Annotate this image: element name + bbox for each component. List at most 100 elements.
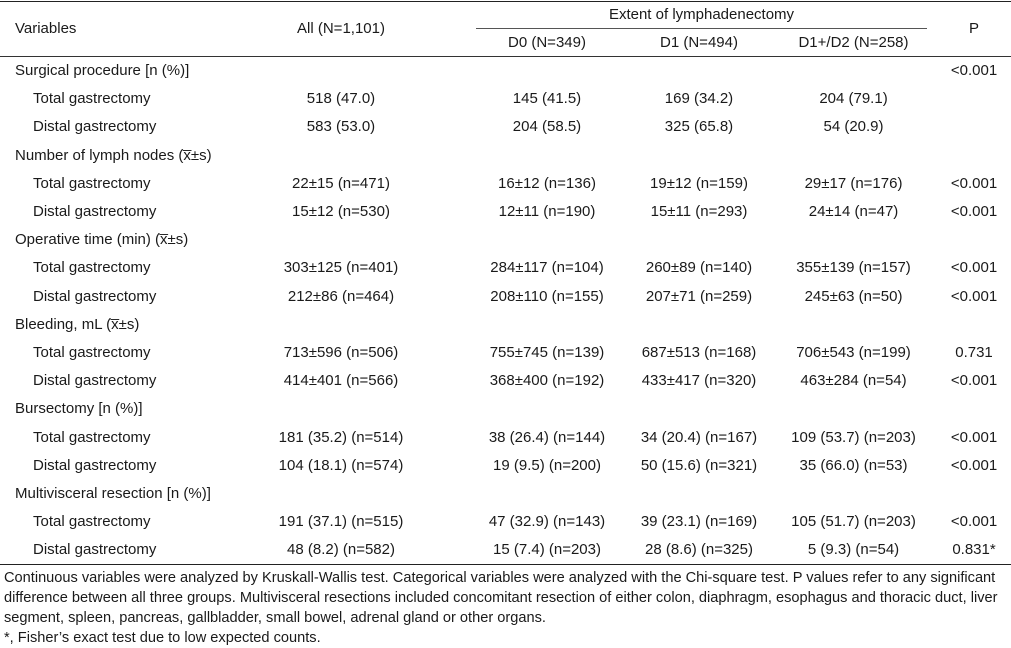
cell-d0: 755±745 (n=139) xyxy=(489,343,605,361)
cell-d1 xyxy=(612,395,776,423)
cell-all xyxy=(230,226,452,254)
footnote-methods: Continuous variables were analyzed by Kr… xyxy=(4,570,998,626)
cell-d0: 208±110 (n=155) xyxy=(490,287,604,305)
footnote-fisher: *, Fisher’s exact test due to low expect… xyxy=(4,630,321,646)
row-label: Distal gastrectomy xyxy=(33,541,157,559)
section-row: Surgical procedure [n (%)] <0.001 xyxy=(0,57,1011,86)
row-label: Bursectomy [n (%)] xyxy=(15,400,143,418)
cell-p: <0.001 xyxy=(950,372,998,390)
cell-p: <0.001 xyxy=(950,456,998,474)
header-d2: D1+/D2 (N=258) xyxy=(776,29,932,57)
cell-d1: 19±12 (n=159) xyxy=(650,174,748,192)
cell-d0 xyxy=(452,480,612,508)
row-label: Surgical procedure [n (%)] xyxy=(15,62,190,80)
row-label: Multivisceral resection [n (%)] xyxy=(15,484,211,502)
data-table: Variables All (N=1,101) Extent of lympha… xyxy=(0,1,1011,565)
cell-all: 15±12 (n=530) xyxy=(292,203,390,221)
cell-p xyxy=(931,113,1011,141)
cell-p: <0.001 xyxy=(950,203,998,221)
cell-d2 xyxy=(776,57,931,86)
cell-d0: 12±11 (n=190) xyxy=(498,203,596,221)
table-row: Total gastrectomy 181 (35.2) (n=514) 38 (2… xyxy=(0,423,1011,451)
cell-all: 181 (35.2) (n=514) xyxy=(278,428,404,446)
cell-p: 0.731 xyxy=(955,343,993,361)
cell-d0 xyxy=(452,142,612,170)
header-d0: D0 (N=349) xyxy=(452,29,612,57)
row-label: Total gastrectomy xyxy=(33,513,151,531)
cell-d0: 204 (58.5) xyxy=(512,118,582,136)
cell-all: 518 (47.0) xyxy=(306,90,376,108)
cell-d1: 34 (20.4) (n=167) xyxy=(640,428,758,446)
cell-all: 583 (53.0) xyxy=(306,118,376,136)
cell-d0: 284±117 (n=104) xyxy=(490,259,604,277)
cell-d2 xyxy=(776,142,931,170)
header-variables: Variables xyxy=(0,1,230,57)
table-row: Total gastrectomy 191 (37.1) (n=515) 47 (3… xyxy=(0,508,1011,536)
row-label: Total gastrectomy xyxy=(33,174,151,192)
cell-d1: 15±11 (n=293) xyxy=(650,203,748,221)
cell-d2 xyxy=(776,226,931,254)
cell-all: 22±15 (n=471) xyxy=(292,174,390,192)
cell-d1: 169 (34.2) xyxy=(664,90,734,108)
header-extent: Extent of lymphadenectomy xyxy=(452,2,931,29)
cell-d2: 29±17 (n=176) xyxy=(804,174,903,192)
cell-p: <0.001 xyxy=(950,513,998,531)
cell-p xyxy=(931,311,1011,339)
section-row: Number of lymph nodes (x̅±s) xyxy=(0,142,1011,170)
row-label: Distal gastrectomy xyxy=(33,287,157,305)
cell-all: 212±86 (n=464) xyxy=(287,287,395,305)
header-extent-label: Extent of lymphadenectomy xyxy=(476,2,928,29)
cell-d1: 687±513 (n=168) xyxy=(641,343,757,361)
table-row: Distal gastrectomy 414±401 (n=566) 368±400… xyxy=(0,367,1011,395)
cell-d1: 207±71 (n=259) xyxy=(645,287,753,305)
table-row: Distal gastrectomy 212±86 (n=464) 208±110 … xyxy=(0,283,1011,311)
cell-p: <0.001 xyxy=(950,287,998,305)
cell-d0: 15 (7.4) (n=203) xyxy=(493,541,601,559)
table-row: Total gastrectomy 713±596 (n=506) 755±745 … xyxy=(0,339,1011,367)
cell-d0: 145 (41.5) xyxy=(512,90,582,108)
row-label: Total gastrectomy xyxy=(33,428,151,446)
cell-d0 xyxy=(452,395,612,423)
cell-all: 303±125 (n=401) xyxy=(283,259,399,277)
cell-d1: 50 (15.6) (n=321) xyxy=(640,456,758,474)
cell-d1 xyxy=(612,480,776,508)
table-row: Total gastrectomy 22±15 (n=471) 16±12 (n=1… xyxy=(0,170,1011,198)
cell-all: 48 (8.2) (n=582) xyxy=(287,541,395,559)
cell-d2 xyxy=(776,311,931,339)
section-row: Multivisceral resection [n (%)] xyxy=(0,480,1011,508)
cell-d2: 245±63 (n=50) xyxy=(804,287,903,305)
header-d1: D1 (N=494) xyxy=(612,29,776,57)
table-body: Surgical procedure [n (%)] <0.001 Total ga… xyxy=(0,57,1011,565)
cell-all: 104 (18.1) (n=574) xyxy=(278,456,404,474)
cell-d0: 16±12 (n=136) xyxy=(498,174,596,192)
cell-all: 713±596 (n=506) xyxy=(283,343,399,361)
cell-d1 xyxy=(612,57,776,86)
row-label: Distal gastrectomy xyxy=(33,456,157,474)
cell-d0: 47 (32.9) (n=143) xyxy=(488,513,606,531)
cell-d2 xyxy=(776,480,931,508)
cell-p xyxy=(931,85,1011,113)
cell-d1 xyxy=(612,226,776,254)
cell-p xyxy=(931,226,1011,254)
cell-d2: 35 (66.0) (n=53) xyxy=(799,456,908,474)
cell-d2: 109 (53.7) (n=203) xyxy=(791,428,916,446)
cell-all xyxy=(230,311,452,339)
cell-d0 xyxy=(452,226,612,254)
cell-all xyxy=(230,395,452,423)
cell-d2: 463±284 (n=54) xyxy=(800,372,907,390)
cell-p xyxy=(931,395,1011,423)
cell-d0 xyxy=(452,311,612,339)
table-footnotes: Continuous variables were analyzed by Kr… xyxy=(4,568,1008,648)
row-label: Operative time (min) (x̅±s) xyxy=(15,231,189,249)
cell-d2 xyxy=(776,395,931,423)
cell-d1: 28 (8.6) (n=325) xyxy=(645,541,753,559)
cell-all xyxy=(230,57,452,86)
table-header: Variables All (N=1,101) Extent of lympha… xyxy=(0,1,1011,57)
row-label: Total gastrectomy xyxy=(33,259,151,277)
table-row: Distal gastrectomy 104 (18.1) (n=574) 19 (… xyxy=(0,452,1011,480)
row-label: Distal gastrectomy xyxy=(33,203,157,221)
table-row: Total gastrectomy 518 (47.0) 145 (41.5) 169… xyxy=(0,85,1011,113)
cell-d2: 706±543 (n=199) xyxy=(796,343,911,361)
cell-p xyxy=(931,480,1011,508)
